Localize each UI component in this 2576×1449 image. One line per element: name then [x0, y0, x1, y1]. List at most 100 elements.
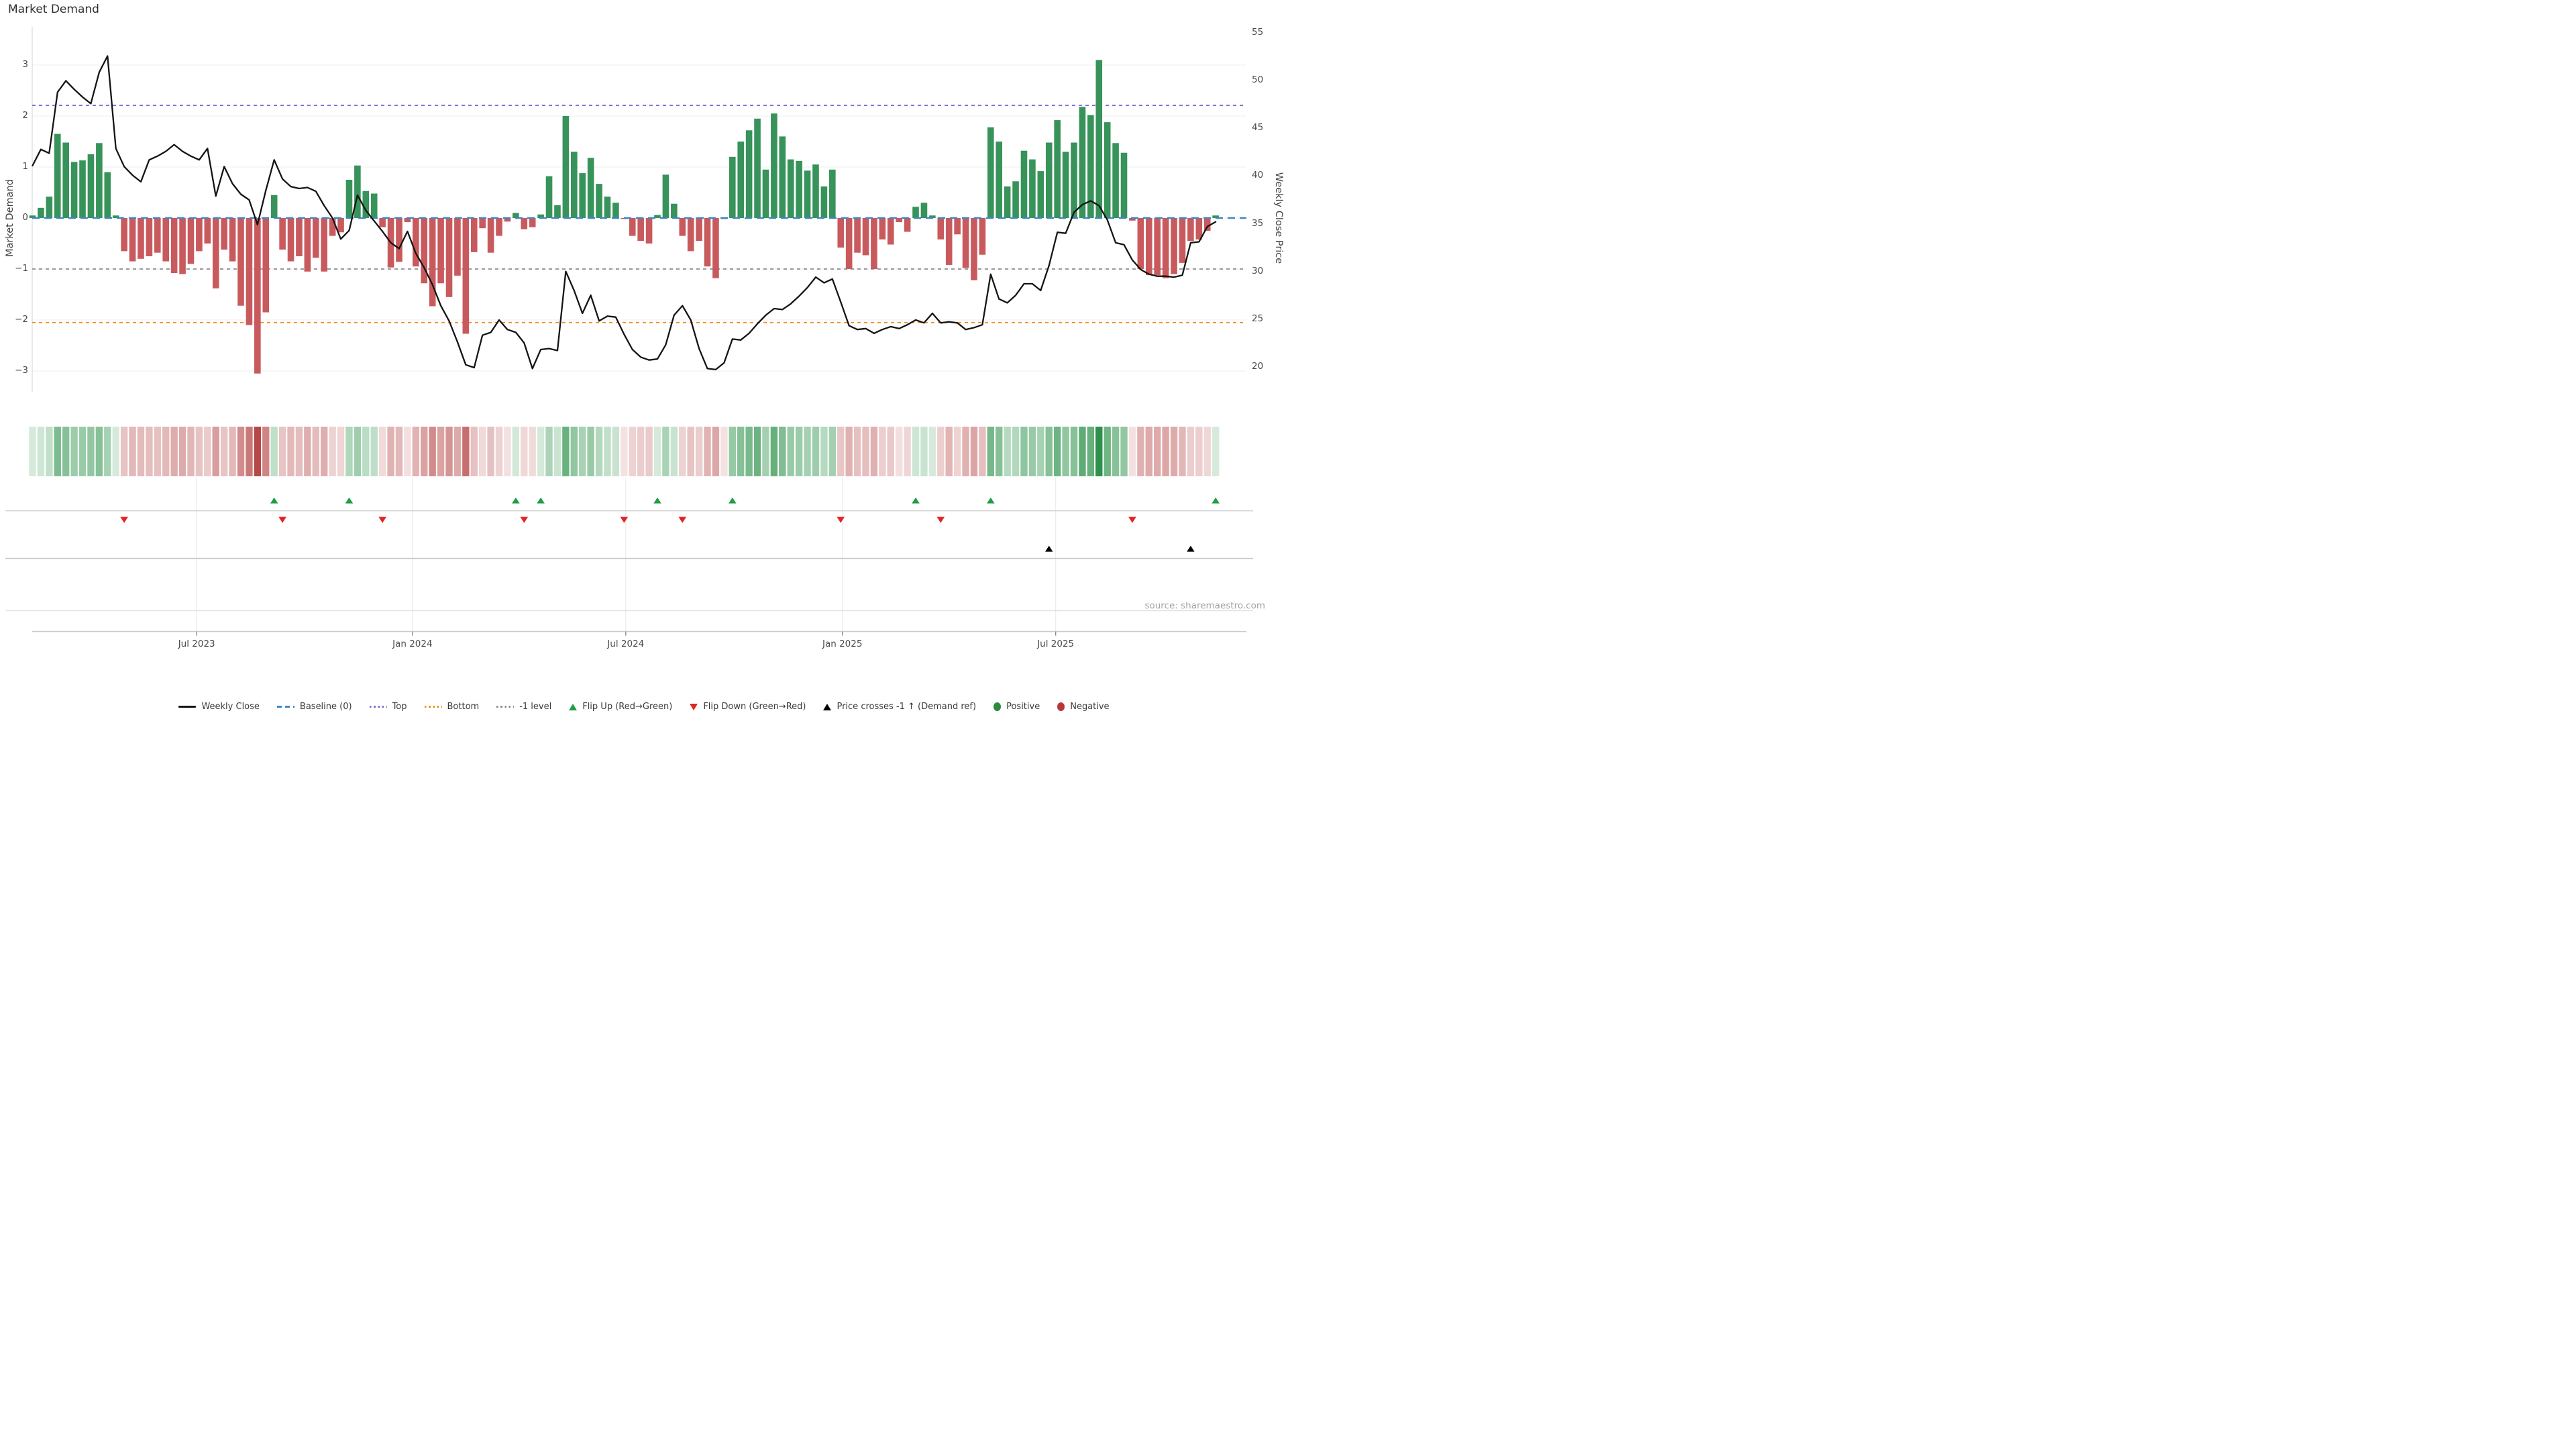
x-tick-label: Jul 2023 — [178, 639, 215, 649]
heatmap-cell — [287, 427, 294, 476]
heatmap-cell — [996, 427, 1003, 476]
heatmap-cell — [953, 427, 961, 476]
demand-bar — [929, 215, 936, 218]
heatmap-cell — [354, 427, 362, 476]
demand-bar — [204, 218, 211, 244]
heatmap-cell — [920, 427, 928, 476]
demand-bar — [429, 218, 436, 307]
demand-bar — [654, 215, 661, 218]
heatmap-cell — [378, 427, 386, 476]
heatmap-cell — [395, 427, 403, 476]
heatmap-cell — [1187, 427, 1195, 476]
heatmap-cell — [345, 427, 353, 476]
demand-bar — [1037, 171, 1044, 218]
heatmap-cell — [1020, 427, 1028, 476]
demand-bar — [70, 162, 78, 218]
heatmap-cell — [770, 427, 778, 476]
heatmap-cell — [812, 427, 820, 476]
heatmap-cell — [54, 427, 61, 476]
heatmap-cell — [387, 427, 394, 476]
heatmap-cell — [945, 427, 953, 476]
x-tick-label: Jul 2024 — [607, 639, 645, 649]
demand-bar — [221, 218, 227, 250]
heatmap-cell — [412, 427, 420, 476]
legend-item: Price crosses -1 ↑ (Demand ref) — [823, 702, 976, 712]
heatmap-cell — [895, 427, 903, 476]
demand-bar — [729, 156, 736, 218]
legend-item: Positive — [994, 702, 1040, 712]
heatmap-cell — [178, 427, 186, 476]
heatmap-cell — [120, 427, 128, 476]
y-tick-label-right: 40 — [1252, 170, 1264, 181]
legend-label: Weekly Close — [201, 702, 260, 712]
heatmap-cell — [962, 427, 969, 476]
demand-bar — [1120, 152, 1128, 218]
heatmap-cell — [312, 427, 319, 476]
demand-bar — [787, 159, 794, 218]
flip-down-marker — [837, 517, 845, 523]
heatmap-cell — [629, 427, 636, 476]
demand-bar — [1203, 218, 1211, 231]
heatmap-cell — [928, 427, 936, 476]
heatmap-cell — [70, 427, 78, 476]
heatmap-cell — [853, 427, 861, 476]
heatmap-cell — [1053, 427, 1061, 476]
flip-up-marker — [653, 497, 661, 504]
heatmap-cell — [762, 427, 769, 476]
demand-bar — [38, 207, 44, 218]
right-axis-title: Weekly Close Price — [1273, 172, 1284, 264]
heatmap-cell — [1212, 427, 1220, 476]
demand-bar — [479, 218, 486, 229]
heatmap-cell — [529, 427, 536, 476]
demand-bar — [254, 218, 261, 374]
demand-bar — [1162, 218, 1169, 278]
demand-bar — [29, 215, 36, 218]
demand-bar — [345, 180, 353, 218]
heatmap-cell — [1154, 427, 1161, 476]
heatmap-cell — [621, 427, 628, 476]
heatmap-cell — [970, 427, 978, 476]
demand-bar — [246, 218, 253, 325]
demand-bar — [845, 218, 853, 269]
demand-bar — [337, 218, 344, 233]
demand-bar — [554, 205, 561, 218]
heatmap-cell — [254, 427, 262, 476]
demand-bar — [996, 142, 1003, 218]
heatmap-cell — [462, 427, 470, 476]
demand-bar — [1212, 215, 1219, 218]
demand-bar — [1154, 218, 1161, 276]
y-tick-label-right: 35 — [1252, 217, 1264, 229]
demand-bar — [612, 203, 619, 218]
heatmap-cell — [1079, 427, 1086, 476]
dot-line-icon — [496, 706, 515, 708]
demand-bar — [170, 218, 178, 274]
triangle-up-icon — [569, 703, 578, 710]
demand-bar — [87, 154, 95, 218]
legend-item: Flip Down (Green→Red) — [690, 702, 806, 712]
demand-bar — [1179, 218, 1186, 263]
demand-bar — [837, 218, 845, 248]
heatmap-cell — [478, 427, 486, 476]
heatmap-cell — [779, 427, 786, 476]
heatmap-cell — [1145, 427, 1152, 476]
demand-bar — [796, 160, 802, 218]
demand-bar — [270, 195, 278, 218]
legend-label: Flip Down (Green→Red) — [703, 702, 806, 712]
y-tick-label-left: −1 — [15, 263, 28, 274]
demand-bar — [287, 218, 294, 262]
demand-bar — [296, 218, 303, 256]
demand-bar — [96, 143, 103, 218]
heatmap-cell — [129, 427, 136, 476]
heatmap-cell — [504, 427, 511, 476]
heatmap-cell — [470, 427, 478, 476]
demand-bar — [421, 218, 428, 284]
demand-bar — [854, 218, 861, 253]
heatmap-cell — [904, 427, 911, 476]
heatmap-cell — [104, 427, 111, 476]
demand-bar — [521, 218, 528, 229]
demand-bar — [513, 213, 519, 218]
heatmap-cell — [662, 427, 669, 476]
demand-bar — [1087, 115, 1094, 218]
heatmap-cell — [1087, 427, 1095, 476]
demand-bar — [645, 218, 653, 244]
